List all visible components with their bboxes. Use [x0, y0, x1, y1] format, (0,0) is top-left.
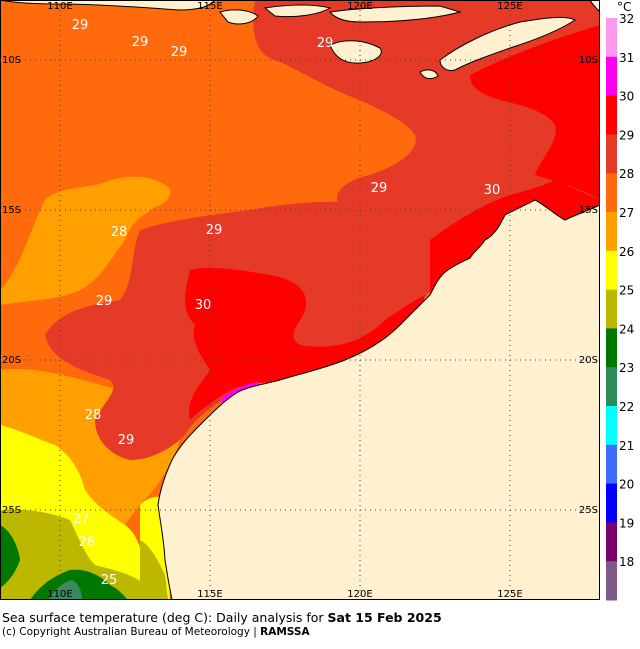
- legend-swatch: [606, 444, 617, 485]
- contour-label: 28: [85, 408, 102, 423]
- caption-copyright: (c) Copyright Australian Bureau of Meteo…: [2, 626, 310, 638]
- lon-label-top: 110E: [47, 1, 72, 12]
- land-sumba: [329, 40, 382, 64]
- legend-label: 25: [619, 284, 634, 298]
- legend-label: 30: [619, 90, 634, 104]
- caption-org: RAMSSA: [260, 626, 310, 638]
- land-nw-east-coast: [589, 0, 600, 13]
- contour-label: 29: [72, 18, 89, 33]
- legend-swatch: [606, 522, 617, 562]
- contour-label: 27: [73, 512, 90, 527]
- land-java: [0, 0, 216, 11]
- land-sumbawa: [263, 4, 332, 18]
- caption-copyright-prefix: (c) Copyright Australian Bureau of Meteo…: [2, 626, 261, 638]
- lat-label-right: 25S: [579, 505, 598, 516]
- land-australia: [157, 199, 600, 600]
- contour-label: 28: [111, 225, 128, 240]
- legend-swatch: [606, 289, 617, 329]
- contour-label: 29: [118, 433, 135, 448]
- sst-zone-25-coast: [140, 540, 168, 600]
- lat-label-right: 20S: [579, 355, 598, 366]
- contour-label: 29: [206, 223, 223, 238]
- legend-swatch: [606, 367, 617, 407]
- lon-label-top: 115E: [197, 1, 222, 12]
- land-timor: [439, 16, 576, 71]
- legend-label: 18: [619, 555, 634, 569]
- caption-date: Sat 15 Feb 2025: [327, 610, 442, 625]
- lon-label-top: 120E: [347, 1, 372, 12]
- legend-label: 32: [619, 12, 634, 26]
- sst-zone-27-west: [0, 176, 171, 305]
- contour-label: 29: [96, 294, 113, 309]
- lat-label-left: 20S: [2, 355, 21, 366]
- contour-label: 29: [132, 35, 149, 50]
- legend-swatch: [606, 406, 617, 446]
- color-legend: °C 32 31 30 29 28 27 26 25 24 23 22 21 20 19 18: [606, 0, 634, 601]
- lat-label-left: 25S: [2, 505, 21, 516]
- contour-label: 30: [195, 298, 212, 313]
- legend-swatch: [606, 328, 617, 368]
- legend-label: 21: [619, 439, 634, 453]
- lon-label-bottom: 125E: [497, 589, 522, 600]
- legend-swatch: [606, 18, 617, 58]
- contour-label: 29: [371, 181, 388, 196]
- land-bali: [219, 9, 259, 25]
- legend-unit: °C: [617, 0, 631, 14]
- sst-map: 110E 115E 120E 125E 110E 115E 120E 125E …: [0, 0, 634, 601]
- lat-label-right: 10S: [579, 55, 598, 66]
- caption-title: Sea surface temperature (deg C): Daily a…: [2, 610, 442, 625]
- lat-label-left: 15S: [2, 205, 21, 216]
- map-frame: [0, 0, 600, 600]
- graticule: [0, 0, 600, 600]
- contour-label: 29: [317, 36, 334, 51]
- legend-swatch: [606, 56, 617, 97]
- lon-label-bottom: 115E: [197, 589, 222, 600]
- legend-swatch: [606, 250, 617, 291]
- legend-label: 24: [619, 322, 634, 336]
- sst-zone-24: [0, 525, 20, 588]
- legend-swatch: [606, 173, 617, 213]
- legend-label: 20: [619, 478, 634, 492]
- legend-label: 26: [619, 245, 634, 259]
- contour-label: 25: [101, 573, 118, 588]
- legend-label: 28: [619, 167, 634, 181]
- legend-swatch: [606, 212, 617, 252]
- contour-label: 29: [171, 45, 188, 60]
- legend-swatch: [606, 134, 617, 174]
- legend-swatch: [606, 483, 617, 523]
- legend-label: 22: [619, 400, 634, 414]
- contour-label: 26: [79, 535, 96, 550]
- legend-label: 31: [619, 51, 634, 65]
- legend-swatch: [606, 95, 617, 135]
- lat-label-left: 10S: [2, 55, 21, 66]
- land-flores: [329, 5, 462, 23]
- lon-label-top: 125E: [497, 1, 522, 12]
- legend-label: 23: [619, 361, 634, 375]
- contour-label: 30: [484, 183, 501, 198]
- caption-title-prefix: Sea surface temperature (deg C): Daily a…: [2, 610, 328, 625]
- legend-swatch: [606, 561, 617, 601]
- legend-label: 27: [619, 206, 634, 220]
- sst-zone-25: [0, 509, 150, 600]
- sst-zone-23: [48, 580, 82, 600]
- sst-zone-30-central: [185, 267, 425, 420]
- lat-label-right: 15S: [579, 205, 598, 216]
- sst-zone-30-ne: [470, 25, 600, 200]
- lon-label-bottom: 120E: [347, 589, 372, 600]
- lon-label-bottom: 110E: [47, 589, 72, 600]
- land-rote: [419, 69, 439, 80]
- legend-label: 19: [619, 516, 634, 530]
- legend-label: 29: [619, 128, 634, 142]
